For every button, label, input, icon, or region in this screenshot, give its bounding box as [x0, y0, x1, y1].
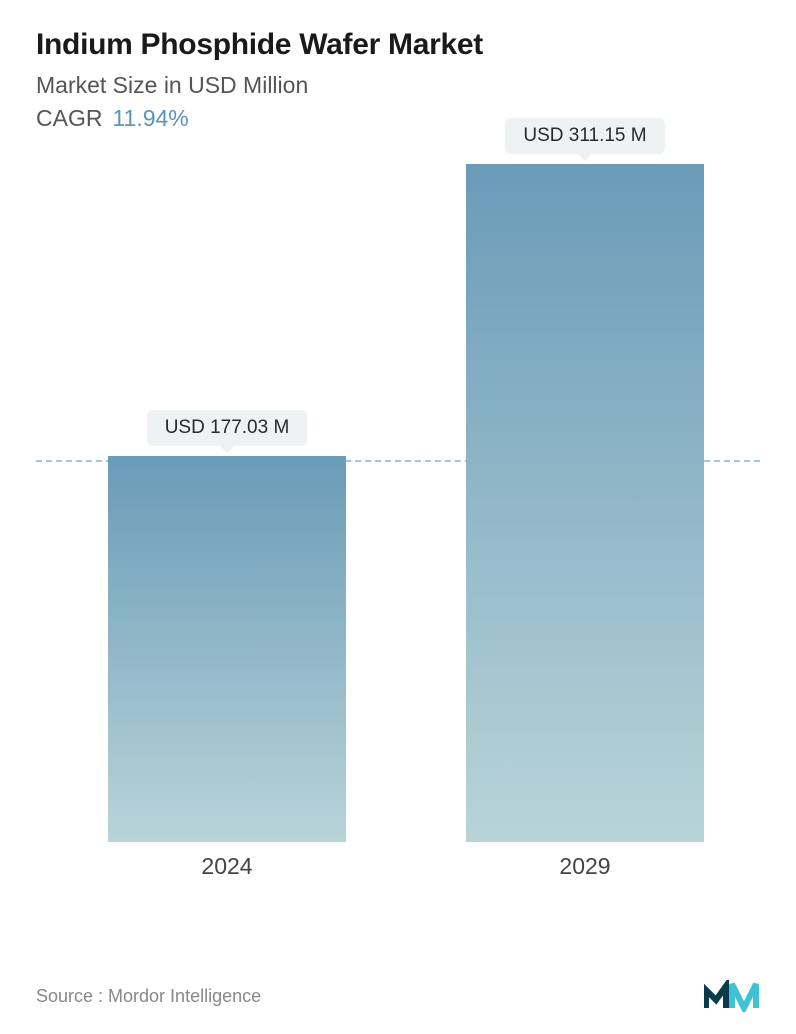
bar-2029	[466, 164, 704, 842]
source-text: Source : Mordor Intelligence	[36, 986, 261, 1007]
chart-area: USD 177.03 M USD 311.15 M 2024 2029	[36, 152, 760, 892]
cagr-label: CAGR	[36, 105, 102, 131]
chart-subtitle: Market Size in USD Million	[36, 72, 760, 99]
value-label-2024: USD 177.03 M	[147, 410, 308, 446]
category-label-2024: 2024	[108, 853, 346, 880]
footer: Source : Mordor Intelligence	[36, 980, 760, 1012]
bar-group-2024: USD 177.03 M	[108, 410, 346, 842]
bar-group-2029: USD 311.15 M	[466, 118, 704, 842]
brand-logo	[704, 980, 760, 1012]
cagr-value: 11.94%	[112, 105, 188, 131]
bar-2024	[108, 456, 346, 842]
chart-container: Indium Phosphide Wafer Market Market Siz…	[0, 0, 796, 1034]
value-label-2029: USD 311.15 M	[505, 118, 664, 154]
category-label-2029: 2029	[466, 853, 704, 880]
chart-title: Indium Phosphide Wafer Market	[36, 28, 760, 62]
